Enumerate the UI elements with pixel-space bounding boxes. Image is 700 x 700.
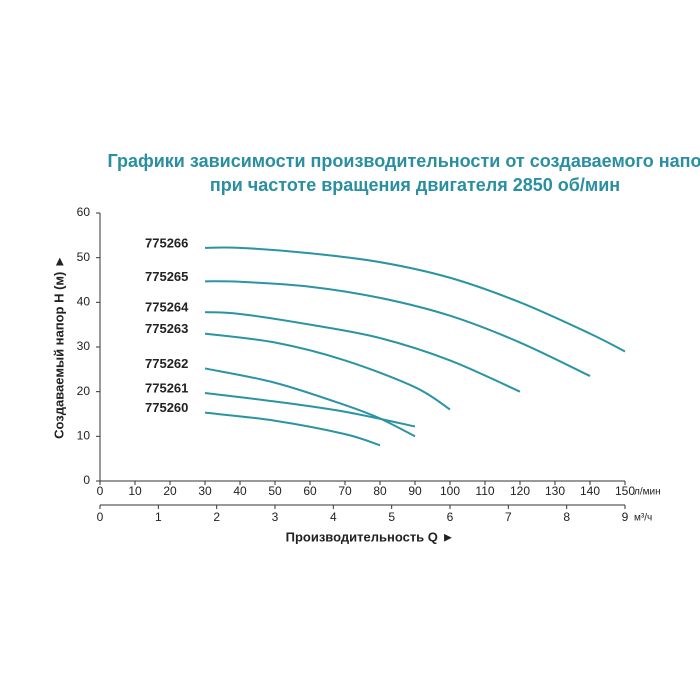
series-label: 775260 (145, 400, 188, 415)
x-axis-label: Производительность Q ► (286, 529, 455, 544)
y-tick-label: 60 (77, 205, 91, 219)
y-tick-label: 30 (77, 339, 91, 353)
x-tick-label: 70 (338, 484, 352, 498)
x-tick-label: 20 (163, 484, 177, 498)
curve (204, 367, 416, 438)
curve (204, 246, 626, 353)
x-tick-label: 150 (615, 484, 635, 498)
chart-title: Графики зависимости производительности о… (107, 151, 700, 171)
x2-tick-label: 6 (447, 510, 454, 524)
curve (204, 311, 521, 393)
series-label: 775262 (145, 356, 188, 371)
x-tick-label: 90 (408, 484, 422, 498)
x-tick-label: 30 (198, 484, 212, 498)
x2-tick-label: 8 (563, 510, 570, 524)
x-tick-label: 10 (128, 484, 142, 498)
x-tick-label: 140 (580, 484, 600, 498)
x2-tick-label: 0 (97, 510, 104, 524)
x-tick-label: 60 (303, 484, 317, 498)
x-tick-label: 80 (373, 484, 387, 498)
curve (204, 411, 381, 447)
x-tick-label: 130 (545, 484, 565, 498)
curve (204, 280, 591, 377)
x-tick-label: 100 (440, 484, 460, 498)
x-tick-label: 50 (268, 484, 282, 498)
y-tick-label: 0 (83, 473, 90, 487)
x2-tick-label: 9 (622, 510, 629, 524)
curve (204, 392, 416, 428)
x2-tick-label: 1 (155, 510, 162, 524)
series-label: 775266 (145, 235, 188, 250)
series-label: 775263 (145, 321, 188, 336)
x-unit: л/мин (634, 487, 661, 498)
x-tick-label: 0 (97, 484, 104, 498)
x-tick-label: 110 (475, 484, 494, 498)
y-tick-label: 40 (77, 295, 91, 309)
x-tick-label: 120 (510, 484, 530, 498)
x2-unit: м³/ч (634, 513, 652, 524)
x2-tick-label: 4 (330, 510, 337, 524)
y-axis-label: Создаваемый напор H (м) ► (51, 255, 66, 439)
y-tick-label: 20 (77, 384, 91, 398)
curve (204, 332, 451, 411)
chart-title: при частоте вращения двигателя 2850 об/м… (210, 175, 620, 195)
x2-tick-label: 7 (505, 510, 512, 524)
x2-tick-label: 2 (213, 510, 220, 524)
x2-tick-label: 3 (272, 510, 279, 524)
x-tick-label: 40 (233, 484, 247, 498)
y-tick-label: 10 (77, 429, 91, 443)
x2-tick-label: 5 (388, 510, 395, 524)
series-label: 775261 (145, 380, 188, 395)
y-tick-label: 50 (77, 250, 91, 264)
series-label: 775264 (145, 300, 189, 315)
series-label: 775265 (145, 269, 188, 284)
